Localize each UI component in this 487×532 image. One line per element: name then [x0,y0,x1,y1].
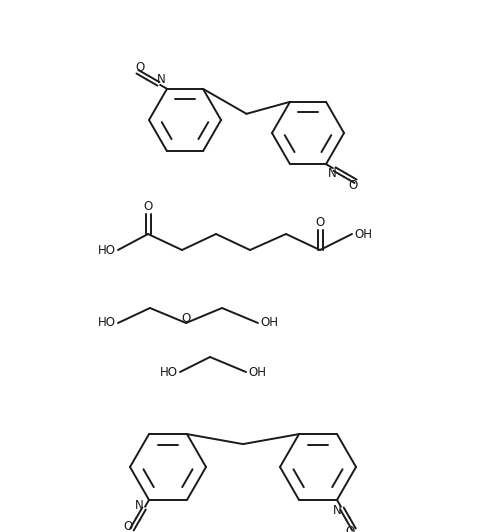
Text: O: O [345,526,355,532]
Text: N: N [135,500,144,512]
Text: HO: HO [98,317,116,329]
Text: HO: HO [98,244,116,256]
Text: OH: OH [248,365,266,378]
Text: N: N [328,167,337,180]
Text: O: O [135,61,145,74]
Text: OH: OH [354,228,372,240]
Text: O: O [348,179,357,192]
Text: N: N [156,73,165,86]
Text: O: O [181,312,190,325]
Text: OH: OH [260,317,278,329]
Text: O: O [123,520,132,532]
Text: O: O [143,201,152,213]
Text: N: N [333,504,342,518]
Text: O: O [316,217,325,229]
Text: HO: HO [160,365,178,378]
